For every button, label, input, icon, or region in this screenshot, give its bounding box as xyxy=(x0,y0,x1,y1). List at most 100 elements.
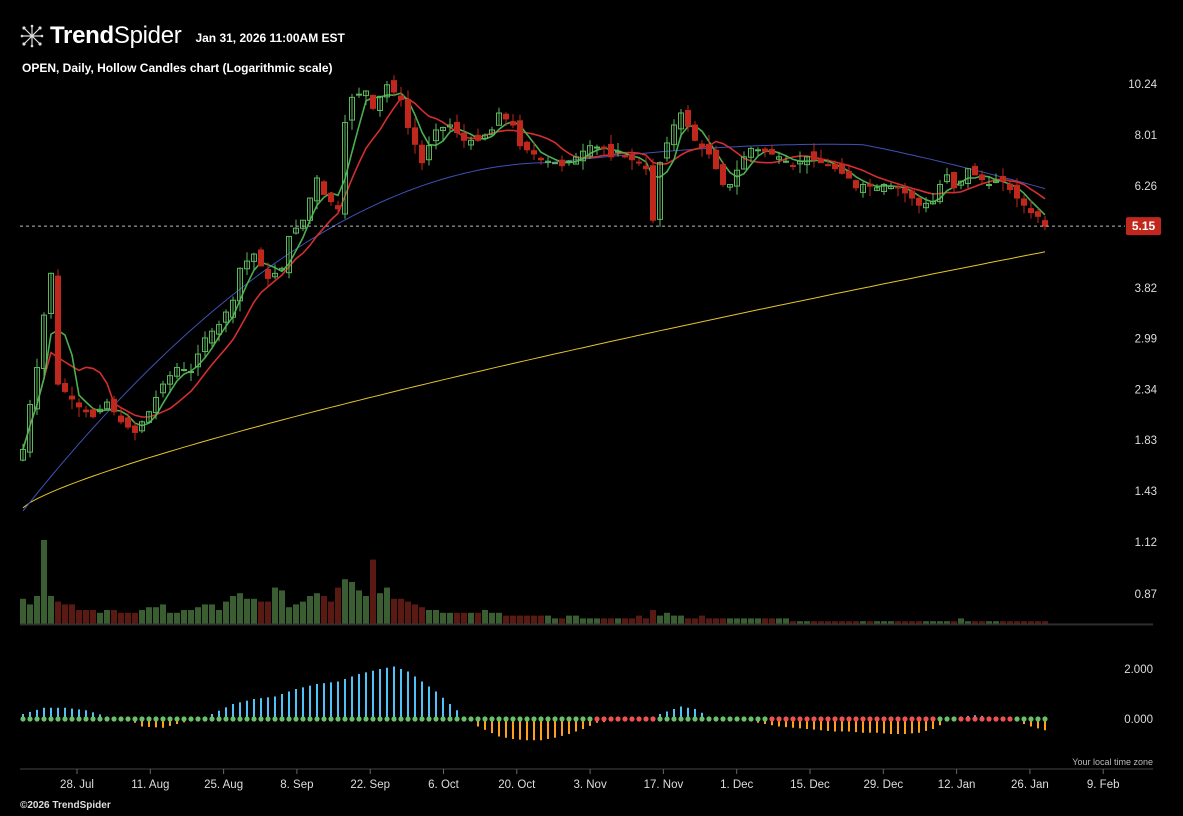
candle-body xyxy=(482,134,488,139)
candle-body xyxy=(552,162,558,165)
volume-bar xyxy=(769,618,775,624)
oscillator-dot xyxy=(902,716,908,722)
volume-bar xyxy=(524,615,530,624)
volume-bar xyxy=(405,601,411,624)
volume-bar xyxy=(398,598,404,624)
oscillator-dot xyxy=(48,716,54,722)
volume-bar xyxy=(601,618,607,624)
volume-bar xyxy=(979,621,985,624)
oscillator-dot xyxy=(258,716,264,722)
candle-body xyxy=(118,415,124,423)
candle-body xyxy=(174,367,180,377)
candle-body xyxy=(237,267,243,302)
oscillator-dot xyxy=(888,716,894,722)
oscillator-dot xyxy=(671,716,677,722)
candle-body xyxy=(923,202,929,209)
ma-50-line xyxy=(22,143,1046,512)
volume-bar xyxy=(545,615,551,624)
oscillator-dot xyxy=(986,716,992,722)
candle-body xyxy=(622,155,628,158)
volume-bar xyxy=(678,615,684,624)
oscillator-dot xyxy=(713,716,719,722)
x-tick-label: 29. Dec xyxy=(863,779,903,791)
candle-body xyxy=(328,192,334,203)
candle-body xyxy=(594,146,600,149)
candle-body xyxy=(307,197,313,221)
candle-body xyxy=(986,183,992,186)
y-tick-label: 2.99 xyxy=(1135,334,1157,346)
oscillator-tick-label: 0.000 xyxy=(1124,714,1153,726)
candle-body xyxy=(195,353,201,368)
oscillator-dot xyxy=(937,716,943,722)
volume-bar xyxy=(426,610,432,624)
volume-bar xyxy=(587,618,593,624)
candle-body xyxy=(769,149,775,155)
volume-bar xyxy=(608,618,614,624)
volume-bar xyxy=(62,604,68,624)
volume-bar xyxy=(860,621,866,624)
brand-name: TrendSpider xyxy=(50,22,182,50)
volume-bar xyxy=(1021,621,1027,624)
volume-bar xyxy=(888,621,894,624)
candle-body xyxy=(286,235,292,274)
volume-bar xyxy=(419,607,425,624)
ma-200-line xyxy=(22,251,1046,509)
candle-body xyxy=(167,375,173,385)
volume-bar xyxy=(251,598,257,624)
oscillator-dot xyxy=(188,716,194,722)
volume-bar xyxy=(97,612,103,624)
volume-bar xyxy=(314,593,320,624)
candle-body xyxy=(762,148,768,152)
candle-body xyxy=(398,95,404,101)
oscillator-dot xyxy=(608,716,614,722)
x-tick-label: 8. Sep xyxy=(280,779,313,791)
oscillator-dot xyxy=(699,716,705,722)
candle-body xyxy=(468,139,474,146)
candle-body xyxy=(615,150,621,153)
oscillator-dot xyxy=(349,716,355,722)
candle-body xyxy=(860,183,866,193)
y-tick-label: 2.34 xyxy=(1135,384,1158,396)
oscillator-dot xyxy=(566,716,572,722)
oscillator-dot xyxy=(601,716,607,722)
candle-body xyxy=(755,149,761,152)
timezone-note[interactable]: Your local time zone xyxy=(1072,757,1153,767)
oscillator-dot xyxy=(832,716,838,722)
candle-body xyxy=(251,253,257,262)
candle-body xyxy=(62,382,68,392)
candle-body xyxy=(874,187,880,191)
y-tick-label: 8.01 xyxy=(1135,130,1157,142)
oscillator-dot xyxy=(1028,716,1034,722)
candle-body xyxy=(916,197,922,206)
oscillator-dot xyxy=(881,716,887,722)
volume-bar xyxy=(594,618,600,624)
candle-body xyxy=(377,95,383,111)
volume-bar xyxy=(699,615,705,624)
oscillator-dot xyxy=(769,716,775,722)
volume-bar xyxy=(244,598,250,624)
candle-body xyxy=(965,168,971,184)
candle-body xyxy=(335,205,341,210)
volume-bar xyxy=(202,604,208,624)
candle-body xyxy=(818,158,824,164)
candle-body xyxy=(559,159,565,167)
oscillator-dot xyxy=(657,716,663,722)
ma-slow-line xyxy=(22,97,1046,450)
volume-bar xyxy=(153,607,159,624)
candle-body xyxy=(783,160,789,163)
volume-bar xyxy=(356,590,362,624)
volume-bar xyxy=(1042,621,1048,624)
volume-bar xyxy=(720,618,726,624)
candle-body xyxy=(461,132,467,141)
candle-body xyxy=(825,164,831,167)
oscillator-dot xyxy=(272,716,278,722)
volume-bars xyxy=(20,540,1048,624)
oscillator-dot xyxy=(482,716,488,722)
oscillator-dot xyxy=(678,716,684,722)
oscillator-tick-label: 2.000 xyxy=(1124,664,1153,676)
volume-bar xyxy=(321,596,327,624)
oscillator-dot xyxy=(965,716,971,722)
volume-bar xyxy=(559,618,565,624)
volume-bar xyxy=(167,612,173,624)
